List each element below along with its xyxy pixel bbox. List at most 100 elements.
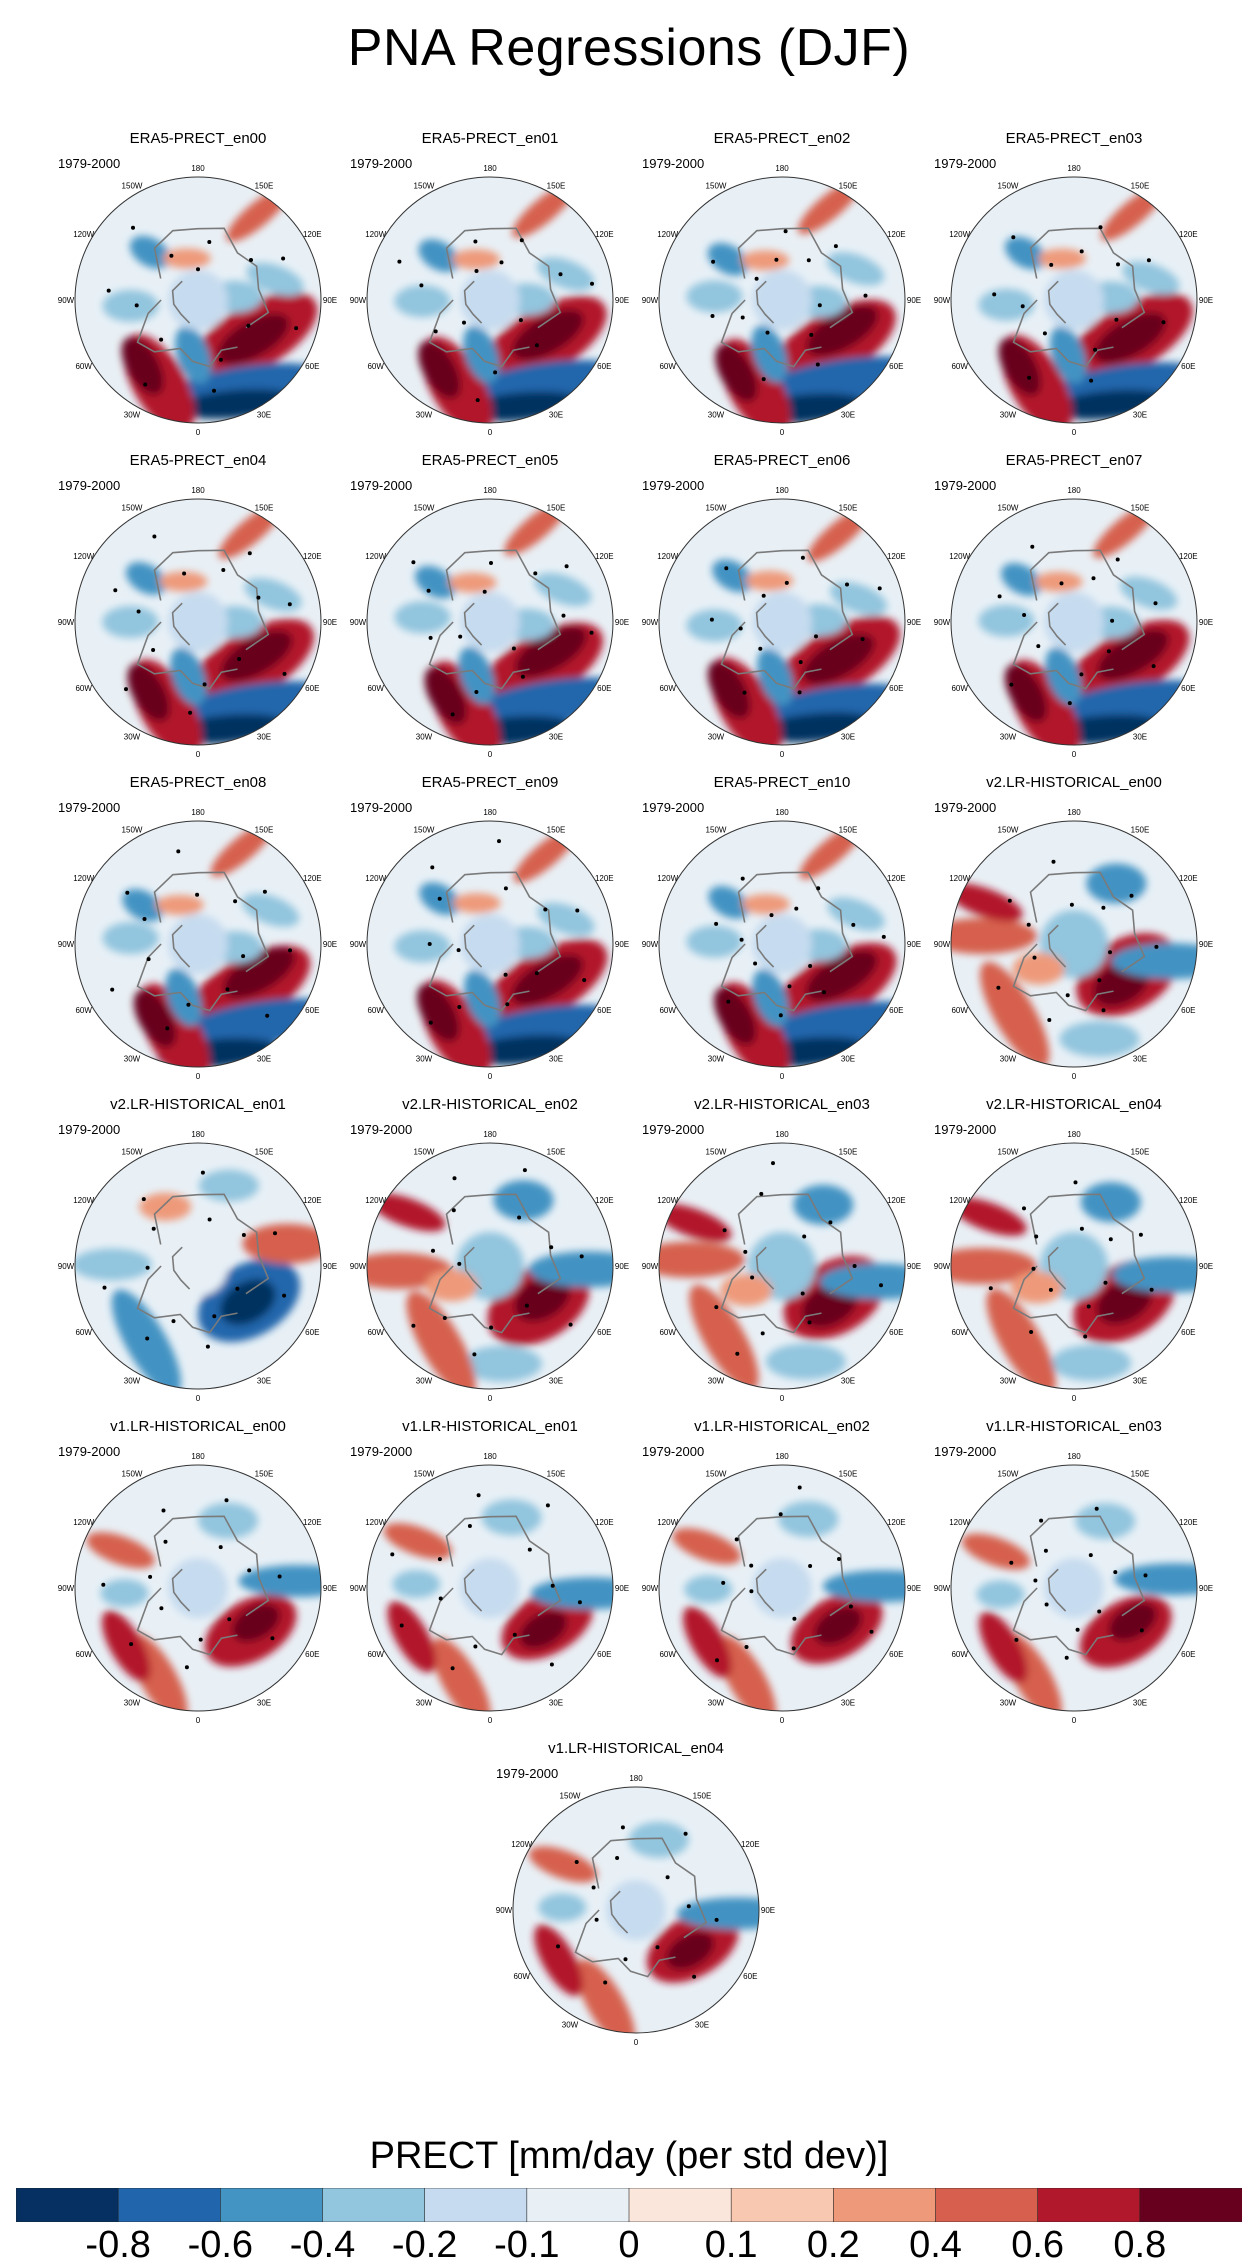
significance-dot	[879, 1283, 883, 1288]
significance-dot	[1101, 1008, 1106, 1013]
map-panel: ERA5-PRECT_en06 1979-2000 180 150E 120E 90E 60…	[632, 452, 932, 759]
coastline	[1012, 943, 1114, 1012]
anomaly-region	[155, 895, 204, 915]
longitude-label: 90E	[1199, 618, 1213, 627]
longitude-label: 180	[775, 1452, 789, 1461]
anomaly-region	[102, 606, 159, 638]
longitude-label: 120E	[303, 874, 322, 883]
anomaly-region	[686, 925, 743, 958]
colorbar-swatch	[833, 2188, 937, 2222]
significance-dot	[161, 1508, 166, 1513]
longitude-label: 30E	[257, 410, 271, 419]
map-border	[366, 498, 614, 746]
significance-dot	[452, 1176, 457, 1181]
significance-dot	[527, 1547, 532, 1552]
anomaly-region	[951, 918, 1038, 954]
anomaly-region	[720, 1274, 773, 1307]
anomaly-region	[102, 922, 159, 955]
significance-dot	[556, 1944, 560, 1949]
longitude-label: 90W	[642, 296, 659, 305]
longitude-label: 150W	[998, 1470, 1019, 1479]
map-border	[658, 176, 906, 424]
significance-dot	[411, 1323, 416, 1328]
significance-dot	[184, 1665, 189, 1670]
longitude-label: 120W	[657, 230, 678, 239]
longitude-label: 30E	[1133, 410, 1147, 419]
significance-dot	[1154, 944, 1159, 949]
coastline	[1029, 871, 1146, 973]
panel-period: 1979-2000	[58, 1444, 121, 1459]
panel-period: 1979-2000	[350, 1444, 413, 1459]
longitude-label: 150W	[122, 504, 143, 513]
colorbar-tick: 0.1	[704, 2224, 758, 2266]
significance-dot	[151, 1226, 156, 1231]
coastline	[153, 549, 270, 651]
anomaly-region	[752, 1558, 812, 1618]
significance-dot	[294, 326, 299, 331]
colorbar-label: PRECT [mm/day (per std dev)]	[369, 2135, 889, 2177]
map-border	[950, 176, 1198, 424]
significance-dot	[198, 1637, 203, 1642]
significance-dot	[1034, 1234, 1039, 1239]
longitude-label: 0	[1072, 1394, 1077, 1403]
significance-dot	[623, 1957, 628, 1962]
panel-title: v1.LR-HISTORICAL_en01	[402, 1418, 578, 1435]
map-border	[950, 1464, 1198, 1712]
coastline	[136, 1265, 238, 1334]
significance-dot	[473, 1644, 478, 1649]
anomaly-region	[217, 313, 290, 365]
significance-dot	[200, 1170, 205, 1175]
map-panel: ERA5-PRECT_en03 1979-2000 180 150E 120E 90E 60…	[924, 130, 1224, 437]
panel-period: 1979-2000	[350, 1122, 413, 1137]
longitude-label: 0	[1072, 1716, 1077, 1725]
longitude-label: 180	[191, 808, 205, 817]
longitude-label: 120W	[73, 1518, 94, 1527]
longitude-label: 90E	[615, 1262, 629, 1271]
coastline	[136, 1587, 238, 1656]
longitude-label: 30W	[1000, 1376, 1017, 1385]
map-border	[366, 1142, 614, 1390]
coastline	[720, 621, 822, 690]
significance-dot	[146, 957, 151, 962]
significance-dot	[750, 1275, 755, 1280]
longitude-label: 90W	[350, 1262, 367, 1271]
significance-dot	[815, 362, 820, 367]
polar-map: 180 150E 120E 90E 60E 30E 0 30W 60W 90W 120W 150W	[58, 164, 337, 437]
significance-dot	[784, 580, 789, 585]
significance-dot	[1009, 1560, 1014, 1565]
longitude-label: 90W	[934, 1262, 951, 1271]
significance-dot	[151, 648, 156, 652]
significance-dot	[714, 1305, 719, 1310]
longitude-label: 60E	[305, 1006, 319, 1015]
longitude-label: 90E	[615, 618, 629, 627]
polar-map: 180 150E 120E 90E 60E 30E 0 30W 60W 90W 120W 150W	[934, 164, 1213, 437]
longitude-label: 90E	[323, 1584, 337, 1593]
panel-title: ERA5-PRECT_en07	[1005, 452, 1143, 469]
significance-dot	[517, 1215, 522, 1220]
anomaly-region	[232, 1603, 280, 1642]
anomaly-region	[1122, 261, 1180, 295]
significance-dot	[1007, 898, 1012, 903]
longitude-label: 150W	[414, 826, 435, 835]
map-border	[658, 1464, 906, 1712]
longitude-label: 30W	[708, 1054, 725, 1063]
anomaly-region	[452, 249, 500, 270]
significance-dot	[996, 985, 1001, 990]
longitude-label: 150W	[122, 1148, 143, 1157]
significance-dot	[237, 657, 242, 661]
longitude-label: 90E	[323, 940, 337, 949]
longitude-label: 150W	[706, 1148, 727, 1157]
longitude-label: 60W	[951, 684, 968, 693]
significance-dot	[561, 613, 566, 618]
longitude-label: 120E	[595, 552, 614, 561]
panel-title: ERA5-PRECT_en08	[129, 774, 267, 791]
significance-dot	[714, 1917, 719, 1922]
significance-dot	[129, 1642, 134, 1647]
coastline	[720, 1265, 822, 1334]
significance-dot	[722, 1228, 727, 1233]
significance-dot	[758, 646, 763, 651]
anomaly-region	[1086, 863, 1147, 904]
panel-title: v2.LR-HISTORICAL_en04	[986, 1096, 1162, 1113]
longitude-label: 0	[780, 750, 785, 759]
anomaly-region	[951, 1248, 1037, 1284]
